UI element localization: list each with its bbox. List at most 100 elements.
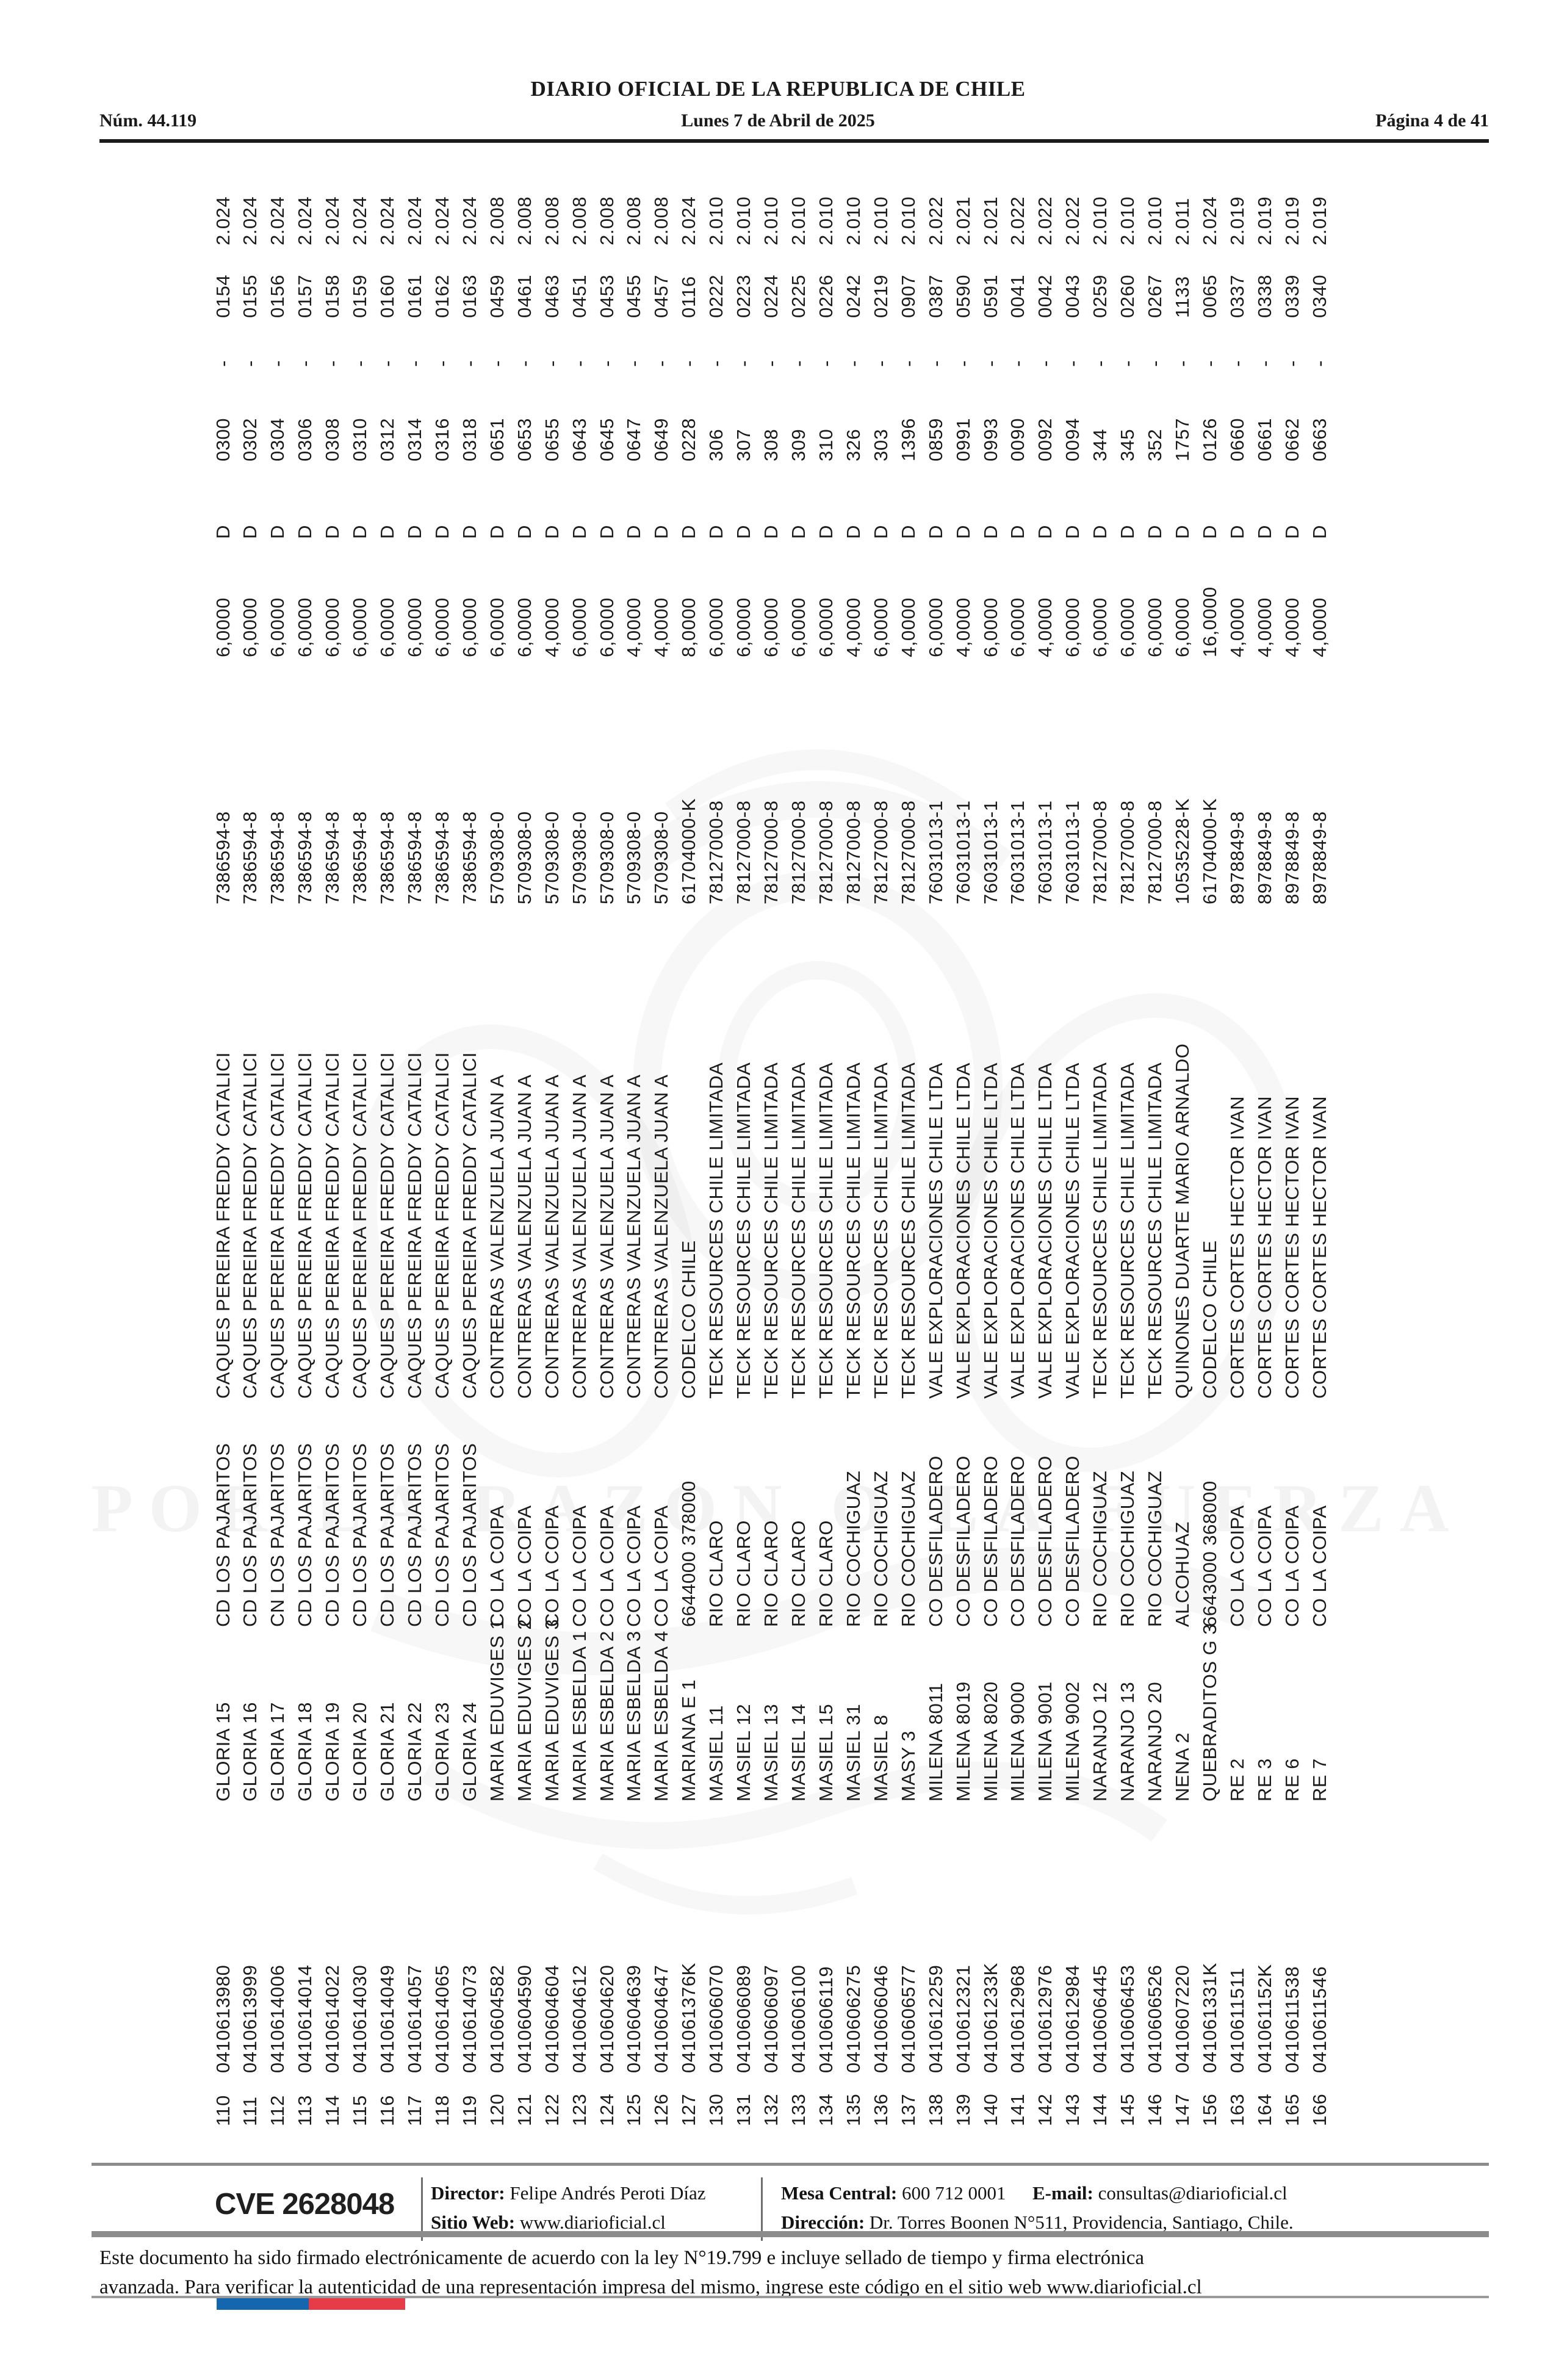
cell-n: 110 [212, 2095, 234, 2126]
cell-tax_id: 5709308-0 [650, 811, 672, 904]
cell-year: 2.008 [650, 196, 672, 245]
cell-company: VALE EXPLORACIONES CHILE LTDA [1062, 1062, 1084, 1399]
cell-num: 345 [1117, 428, 1139, 461]
cell-n: 156 [1198, 2093, 1220, 2126]
cell-num: 0300 [212, 418, 234, 461]
cell-company: CONTRERAS VALENZUELA JUAN A [513, 1074, 535, 1399]
cell-num: 0660 [1226, 418, 1248, 461]
cell-sep: - [1089, 360, 1111, 367]
cell-rut: 041061331K [1198, 1963, 1220, 2073]
cell-sep: - [760, 360, 782, 367]
cell-rut: 0410607220 [1172, 1964, 1194, 2073]
cell-year: 2.008 [513, 196, 535, 245]
cell-company: VALE EXPLORACIONES CHILE LTDA [924, 1062, 946, 1399]
cell-name: MILENA 8011 [924, 1682, 946, 1801]
cell-num: 0302 [239, 418, 261, 461]
cell-value: 6,0000 [458, 597, 480, 657]
cell-tax_id: 78127000-8 [788, 800, 810, 905]
cell-serial: 0339 [1281, 275, 1303, 318]
cell-tax_id: 76031013-1 [1007, 800, 1029, 905]
cell-code: D [212, 525, 234, 539]
website-url[interactable]: www.diarioficial.cl [519, 2212, 666, 2233]
cell-year: 2.019 [1281, 196, 1303, 245]
cell-num: 0661 [1253, 418, 1275, 461]
cve-code: CVE 2628048 [215, 2188, 395, 2221]
cell-tax_id: 7386594-8 [431, 811, 453, 904]
cell-serial: 0907 [897, 275, 919, 318]
cell-code: D [404, 525, 425, 539]
cell-year: 2.024 [1198, 196, 1220, 245]
cell-value: 6,0000 [1144, 597, 1166, 657]
cell-company: TECK RESOURCES CHILE LIMITADA [1089, 1062, 1111, 1399]
cell-company: CONTRERAS VALENZUELA JUAN A [541, 1074, 563, 1399]
address-label: Dirección: [781, 2212, 865, 2233]
cell-num: 344 [1089, 428, 1111, 461]
cell-serial: 0161 [404, 275, 425, 318]
cell-name: MARIA EDUVIGES 3 [541, 1618, 563, 1801]
cell-serial: 0337 [1226, 275, 1248, 318]
cell-sep: - [870, 360, 891, 367]
cell-name: GLORIA 21 [376, 1701, 398, 1801]
cell-name: GLORIA 23 [431, 1701, 453, 1801]
cell-num: 308 [760, 428, 782, 461]
cell-year: 2.010 [897, 196, 919, 245]
cell-year: 2.010 [788, 196, 810, 245]
cell-year: 2.011 [1172, 198, 1194, 245]
cell-name: MASIEL 11 [705, 1705, 727, 1801]
cell-location: 6643000 368000 [1198, 1480, 1220, 1627]
cell-company: TECK RESOURCES CHILE LIMITADA [1144, 1062, 1166, 1399]
cell-year: 2.008 [623, 196, 645, 245]
cell-sep: - [1034, 360, 1056, 367]
cell-company: TECK RESOURCES CHILE LIMITADA [870, 1062, 891, 1399]
cell-sep: - [979, 360, 1001, 367]
cell-name: MILENA 8019 [952, 1681, 974, 1801]
cell-year: 2.022 [1007, 196, 1029, 245]
cell-sep: - [678, 360, 700, 367]
cell-num: 0228 [678, 418, 700, 461]
cell-location: 6644000 378000 [678, 1480, 700, 1627]
cell-location: RIO CLARO [733, 1520, 755, 1627]
cell-num: 0306 [294, 418, 316, 461]
cell-rut: 0410606445 [1089, 1964, 1111, 2073]
cell-name: MARIA ESBELDA 4 [650, 1631, 672, 1801]
cell-tax_id: 7386594-8 [349, 811, 371, 904]
cell-sep: - [897, 360, 919, 367]
cell-serial: 0463 [541, 275, 563, 318]
cell-tax_id: 78127000-8 [1117, 800, 1139, 905]
cell-num: 0090 [1007, 418, 1029, 461]
cell-serial: 0116 [678, 276, 700, 318]
cell-value: 4,0000 [1253, 597, 1275, 657]
cell-value: 6,0000 [788, 597, 810, 657]
cell-num: 309 [788, 428, 810, 461]
cell-serial: 0154 [212, 275, 234, 318]
cell-code: D [788, 525, 810, 539]
phone-number: 600 712 0001 [902, 2182, 1006, 2204]
cell-num: 0312 [376, 418, 398, 461]
cell-company: CORTES CORTES HECTOR IVAN [1308, 1096, 1330, 1399]
cell-value: 6,0000 [239, 597, 261, 657]
page-title: DIARIO OFICIAL DE LA REPUBLICA DE CHILE [530, 77, 1026, 101]
cell-serial: 0461 [513, 275, 535, 318]
cell-code: D [733, 525, 755, 539]
cell-n: 121 [513, 2093, 535, 2126]
cell-rut: 0410612984 [1062, 1964, 1084, 2073]
cell-n: 117 [404, 2095, 425, 2126]
cell-serial: 0223 [733, 275, 755, 318]
cell-serial: 0222 [705, 275, 727, 318]
email-address[interactable]: consultas@diarioficial.cl [1098, 2182, 1288, 2204]
cell-code: D [239, 525, 261, 539]
cell-location: RIO CLARO [705, 1520, 727, 1627]
cell-company: TECK RESOURCES CHILE LIMITADA [788, 1062, 810, 1399]
cell-num: 310 [815, 428, 837, 461]
cell-num: 0308 [322, 418, 344, 461]
cell-n: 132 [760, 2093, 782, 2126]
cell-n: 140 [979, 2093, 1001, 2126]
cell-company: TECK RESOURCES CHILE LIMITADA [842, 1062, 864, 1399]
cell-name: NARANJO 13 [1117, 1681, 1139, 1801]
cell-company: CAQUES PEREIRA FREDDY CATALICI [349, 1052, 371, 1399]
cell-name: MASIEL 14 [788, 1703, 810, 1801]
cell-n: 133 [788, 2093, 810, 2126]
cell-year: 2.021 [979, 196, 1001, 245]
cell-sep: - [431, 360, 453, 367]
cell-code: D [513, 525, 535, 539]
